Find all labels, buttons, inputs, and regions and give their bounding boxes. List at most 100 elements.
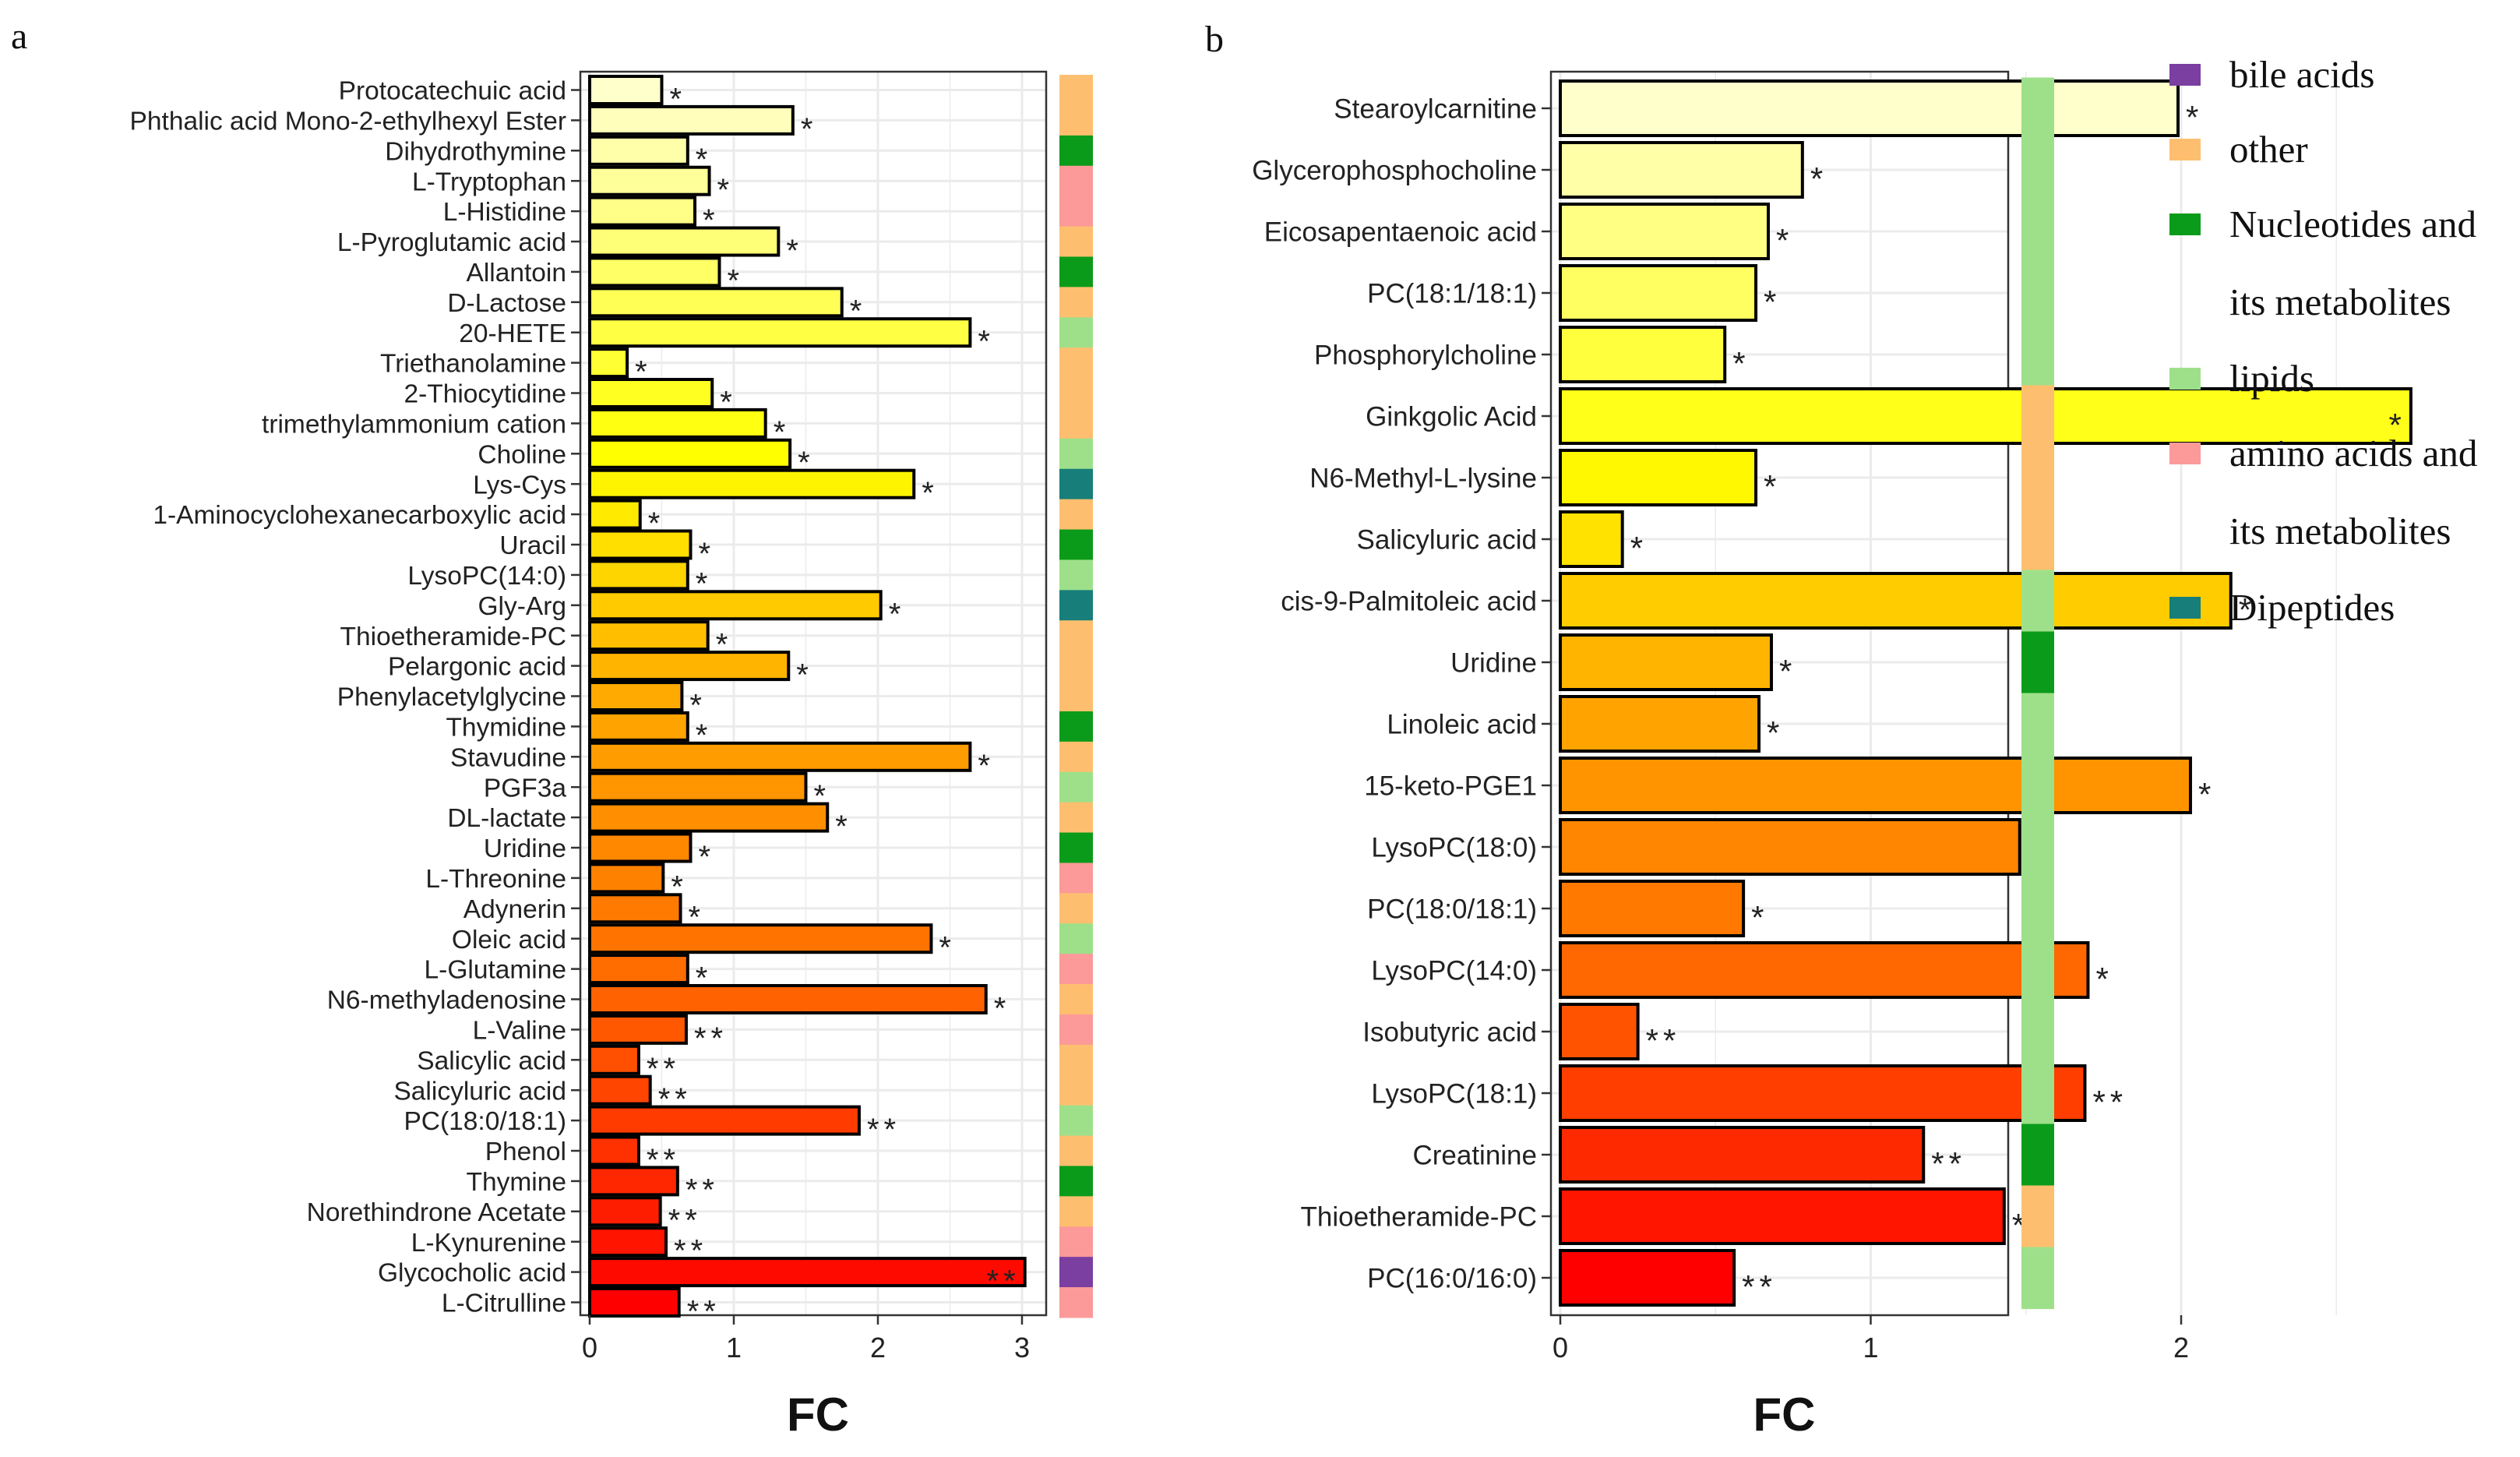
category-label: Oleic acid	[452, 926, 566, 954]
category-label: Phthalic acid Mono-2-ethylhexyl Ester	[130, 107, 566, 136]
bar	[588, 135, 689, 166]
class-strip-cell	[1059, 468, 1093, 500]
bar	[588, 499, 642, 530]
category-label: Dihydrothymine	[385, 137, 566, 166]
category-label: Ginkgolic Acid	[1366, 402, 1537, 432]
bar	[1559, 818, 2021, 876]
category-label: L-Pyroglutamic acid	[337, 228, 566, 257]
category-label: Isobutyric acid	[1362, 1018, 1537, 1048]
category-label: N6-methyladenosine	[327, 986, 566, 1015]
category-label: Thioetheramide-PC	[340, 623, 566, 651]
legend-label: amino acids and	[2229, 432, 2477, 474]
category-label: cis-9-Palmitoleic acid	[1281, 587, 1537, 617]
chart-a: ****************************************…	[130, 70, 1093, 1441]
x-tick-label: 3	[1014, 1332, 1030, 1364]
bar	[588, 468, 916, 499]
class-strip-cell	[1059, 196, 1093, 228]
class-strip-cell	[1059, 590, 1093, 621]
bar	[588, 984, 988, 1014]
bar	[588, 75, 664, 105]
bar	[588, 1166, 679, 1197]
category-label: D-Lactose	[447, 289, 566, 318]
legend-label: Nucleotides and	[2229, 203, 2476, 245]
class-strip-cell	[1059, 499, 1093, 531]
significance-label: *	[1776, 222, 1793, 259]
bar	[588, 590, 883, 621]
category-label: Triethanolamine	[380, 350, 566, 379]
significance-label: *	[1764, 468, 1781, 505]
bar	[1559, 572, 2233, 630]
bar	[588, 104, 795, 136]
significance-label: **	[2092, 1084, 2127, 1120]
bars: *************************	[1559, 79, 2413, 1307]
bar	[588, 1135, 640, 1166]
bar	[588, 559, 689, 591]
category-label: LysoPC(14:0)	[1371, 956, 1537, 986]
category-label: L-Citrulline	[442, 1289, 566, 1318]
significance-label: *	[2198, 776, 2215, 813]
class-strip-cell	[1059, 620, 1093, 651]
class-strip-cell	[1059, 741, 1093, 773]
class-strip-cell	[1059, 347, 1093, 379]
class-strip-cell	[1059, 317, 1093, 348]
bar	[588, 1287, 681, 1318]
class-strip-cell	[1059, 802, 1093, 834]
class-strip-cell	[1059, 771, 1093, 803]
significance-label: *	[786, 234, 803, 268]
significance-label: *	[1767, 714, 1784, 751]
category-label: Phenylacetylglycine	[337, 683, 566, 712]
legend-label: bile acids	[2229, 53, 2374, 96]
category-label: Phosphorylcholine	[1314, 340, 1537, 371]
significance-label: *	[2095, 961, 2113, 997]
x-axis-title: FC	[1753, 1388, 1816, 1441]
class-strip-cell	[2021, 570, 2054, 633]
category-label: PC(18:1/18:1)	[1367, 279, 1537, 309]
bar	[1559, 633, 1773, 691]
legend-label: lipids	[2229, 357, 2314, 400]
class-strip-cell	[2021, 77, 2054, 140]
class-strip-cell	[1059, 1287, 1093, 1318]
category-label: Choline	[478, 440, 566, 469]
significance-label: *	[2239, 591, 2256, 628]
category-label: PC(18:0/18:1)	[1367, 894, 1537, 925]
x-tick-label: 1	[726, 1332, 742, 1364]
significance-label: *	[1630, 530, 1648, 566]
class-strip-cell	[1059, 1105, 1093, 1137]
class-strip-cell	[2021, 446, 2054, 510]
class-strip-cell	[1059, 256, 1093, 288]
significance-label: *	[1779, 653, 1796, 690]
legend-swatch	[2169, 597, 2201, 619]
legend-label: its metabolites	[2229, 510, 2451, 552]
category-label: L-Tryptophan	[412, 168, 566, 196]
category-label: Stavudine	[450, 743, 566, 772]
class-strip-cell	[1059, 923, 1093, 954]
bar	[588, 347, 629, 379]
bar	[588, 407, 767, 439]
significance-label: *	[698, 537, 715, 571]
bar	[588, 711, 689, 742]
significance-label: *	[1732, 345, 1750, 382]
significance-label: **	[686, 1173, 719, 1208]
class-strip-cell	[1059, 165, 1093, 197]
bar	[588, 196, 697, 227]
class-strip-cell	[2021, 1124, 2054, 1187]
significance-label: *	[2389, 407, 2406, 443]
bar	[588, 802, 830, 833]
significance-label: *	[922, 476, 939, 510]
bar	[588, 317, 972, 348]
category-label: PGF3a	[484, 774, 566, 803]
class-strip-cell	[2021, 631, 2054, 694]
class-strip-cell	[1059, 1044, 1093, 1076]
x-axis-title: FC	[787, 1388, 849, 1441]
class-strip-cell	[1059, 893, 1093, 924]
class-strip-cell	[1059, 651, 1093, 682]
category-label: Linoleic acid	[1387, 710, 1537, 740]
class-strip-cell	[1059, 832, 1093, 864]
category-label: Norethindrone Acetate	[307, 1198, 566, 1227]
bar	[1559, 1187, 2006, 1245]
category-label: L-Glutamine	[425, 956, 566, 985]
class-strip-cell	[1059, 711, 1093, 743]
bar	[588, 620, 710, 651]
class-strip-cell	[1059, 1257, 1093, 1288]
category-label: LysoPC(14:0)	[407, 562, 566, 591]
